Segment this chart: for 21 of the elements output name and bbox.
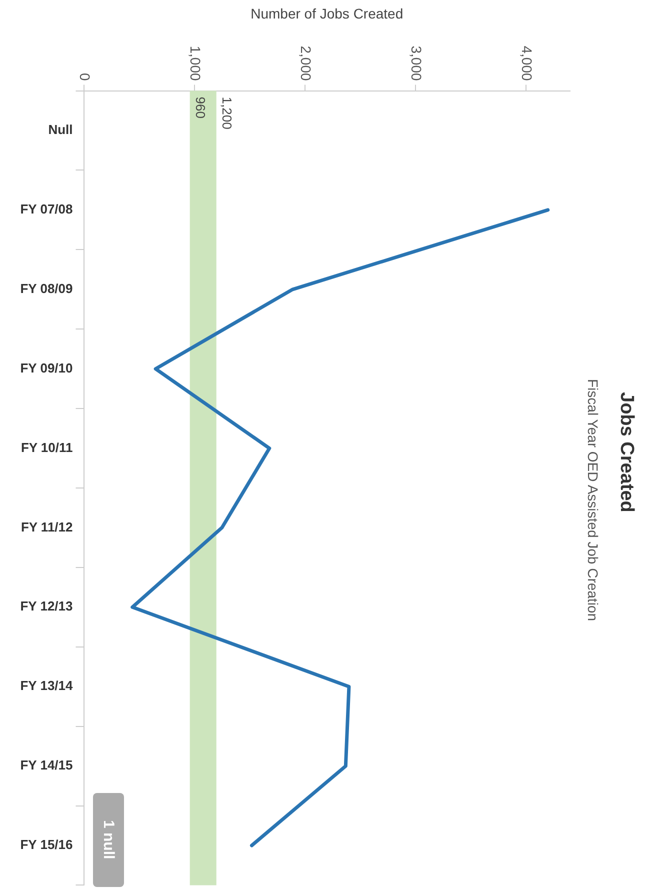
- y-tick-label: Null: [48, 122, 73, 138]
- x-tick-label: 2,000: [298, 46, 314, 81]
- y-tick-label: FY 07/08: [20, 202, 73, 217]
- x-axis-title: Number of Jobs Created: [250, 5, 404, 22]
- y-tick-label: FY 14/15: [20, 758, 73, 773]
- x-tick-label: 0: [76, 73, 93, 82]
- y-tick-label: FY 08/09: [20, 280, 73, 296]
- y-tick-label: FY 11/12: [20, 519, 73, 534]
- x-tick-label: 3,000: [408, 46, 424, 81]
- y-tick-label: FY 10/11: [20, 440, 73, 455]
- x-tick-label: 4,000: [518, 46, 535, 81]
- y-tick-label: FY 09/10: [20, 360, 73, 376]
- y-tick-label: FY 12/13: [20, 598, 73, 614]
- text: Fiscal Year OED Assisted Job Creation: [585, 378, 601, 621]
- y-tick-label: FY 13/14: [20, 678, 74, 694]
- annotation: 960: [192, 96, 208, 119]
- y-tick-label: FY 15/16: [20, 837, 73, 852]
- badge: 1 null: [93, 793, 124, 887]
- x-tick-label: 1,000: [187, 46, 204, 81]
- annotation: 1,200: [219, 96, 234, 130]
- text: Jobs Created: [615, 392, 637, 512]
